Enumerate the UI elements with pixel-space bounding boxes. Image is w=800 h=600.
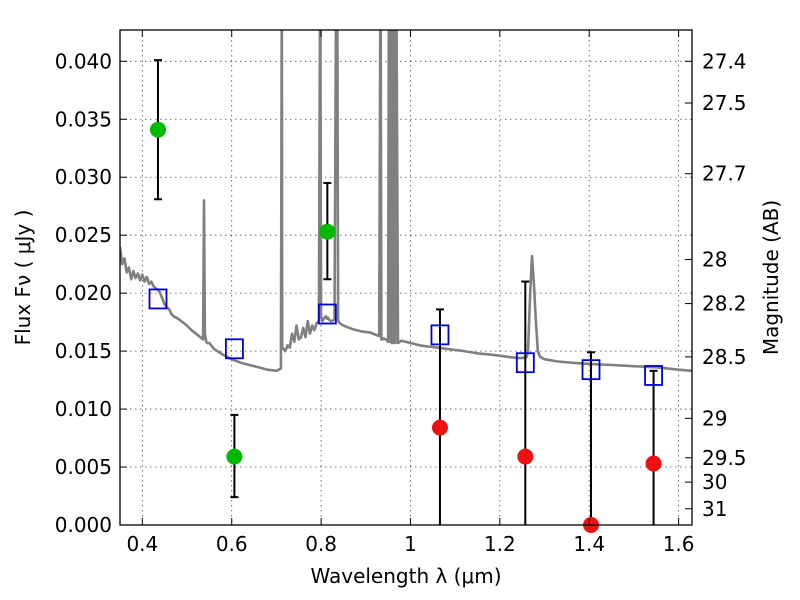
y-tick-label: 0.035 — [55, 107, 112, 131]
y-tick-label: 0.025 — [55, 223, 112, 247]
x-tick-label: 1.2 — [484, 532, 516, 556]
ticks-layer: 0.4 0.6 0.8 1 1.2 1.4 1.6 0.000 0.005 0.010 0.015 0… — [55, 30, 747, 556]
photometry-point — [645, 455, 662, 472]
x-tick-label: 1.6 — [663, 532, 695, 556]
right-tick-label: 27.7 — [702, 162, 747, 186]
y-tick-label: 0.030 — [55, 165, 112, 189]
x-tick-label: 1.4 — [573, 532, 605, 556]
x-axis-label: Wavelength λ (μm) — [310, 564, 501, 588]
model-band-flux-marker — [515, 352, 535, 374]
y-tick-label: 0.040 — [55, 49, 112, 73]
right-tick-label: 27.4 — [702, 49, 747, 73]
y-tick-label: 0.020 — [55, 281, 112, 305]
x-tick-label: 0.6 — [216, 532, 248, 556]
markers-layer — [148, 121, 663, 533]
model-band-flux-marker — [224, 338, 244, 360]
model-band-flux-marker — [644, 365, 663, 386]
right-tick-label: 29 — [702, 406, 727, 430]
x-tick-label: 1 — [404, 532, 417, 556]
y-tick-label: 0.005 — [55, 455, 112, 479]
right-tick-label: 28.2 — [702, 292, 747, 316]
y-tick-label: 0.015 — [55, 339, 112, 363]
photometry-point — [517, 448, 534, 465]
y-axis-label: Flux Fν ( μJy ) — [11, 210, 35, 346]
right-tick-label: 30 — [702, 470, 727, 494]
model-spectrum-line — [120, 30, 692, 373]
x-tick-label: 0.8 — [305, 532, 337, 556]
y-tick-label: 0.010 — [55, 397, 112, 421]
model-band-flux-marker — [430, 324, 450, 346]
photometry-point — [226, 448, 243, 465]
plot-frame — [119, 29, 693, 526]
y-tick-label: 0.000 — [55, 513, 112, 537]
right-tick-label: 28 — [702, 248, 727, 272]
photometry-point — [149, 121, 166, 138]
model-band-flux-marker — [148, 288, 168, 310]
right-tick-label: 29.5 — [702, 446, 747, 470]
right-tick-label: 27.5 — [702, 91, 747, 115]
model-band-flux-marker — [581, 359, 601, 381]
right-axis-label: Magnitude (AB) — [759, 200, 783, 355]
photometry-point — [319, 223, 336, 240]
photometry-point — [431, 419, 448, 436]
right-tick-label: 31 — [702, 497, 727, 521]
model-band-flux-marker — [317, 303, 337, 325]
x-tick-label: 0.4 — [126, 532, 158, 556]
right-tick-label: 28.5 — [702, 345, 747, 369]
model-spectrum-layer — [120, 30, 692, 373]
